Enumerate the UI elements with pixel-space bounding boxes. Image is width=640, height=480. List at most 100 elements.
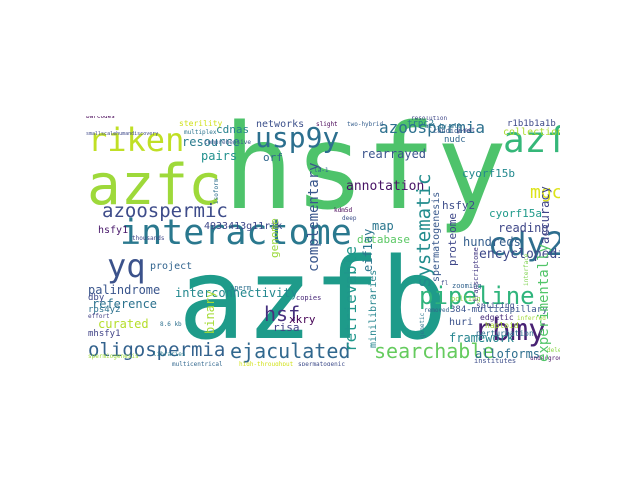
word: reading (498, 221, 549, 235)
word: rbmy (474, 313, 547, 348)
word: huri (449, 317, 474, 328)
word: spermiogenesis (88, 353, 139, 360)
word: resource (182, 135, 240, 149)
word: complementary (306, 162, 322, 272)
word: 384-multicapillary (450, 305, 548, 315)
word: experimentally (536, 243, 552, 362)
word: multicentrical (172, 361, 223, 367)
word: project (150, 261, 193, 272)
word: binary (203, 290, 217, 334)
word: eif1ay (361, 228, 375, 272)
word: barcodes (86, 116, 115, 120)
word: alloforms (475, 347, 541, 361)
word: r1b1b1a1b (507, 119, 556, 129)
word: thousands (132, 235, 165, 242)
word: minilibraries (368, 269, 379, 348)
word: deep (342, 215, 357, 222)
word: yq (107, 247, 146, 285)
word: xkry (289, 313, 316, 326)
word: isoform (213, 178, 220, 204)
word: riken (88, 121, 185, 159)
word: palindrome (88, 283, 161, 297)
word: trpc2 (407, 119, 435, 129)
word: rps4y2 (88, 305, 121, 315)
word: edgetic (480, 313, 514, 322)
word: usp9y (255, 121, 340, 154)
word: azoospermia (379, 118, 485, 137)
word: azfc (87, 153, 222, 218)
word: haploid (485, 321, 519, 330)
word: azf (503, 120, 560, 161)
word: cyorf15b (462, 167, 515, 180)
word: copies (296, 294, 322, 302)
word: 8.6 kb (160, 321, 182, 328)
word: azoospermic (102, 200, 228, 222)
word: y-est (457, 127, 476, 134)
word: rearrayed (361, 147, 427, 161)
word: kdm5d (334, 207, 353, 214)
word: interconnectivity (175, 286, 298, 300)
word: cdnas (216, 123, 250, 136)
word: curated (98, 317, 149, 331)
word: high-throughput (239, 361, 294, 367)
word: hsfy (223, 116, 508, 236)
word: spermatogenic (298, 361, 345, 367)
word: underground (530, 355, 560, 362)
word: hsf (264, 302, 301, 326)
word: two-hybrid (347, 121, 384, 128)
word: hsfy2 (442, 199, 476, 212)
word: ejaculated (230, 339, 351, 363)
word: accuracy (538, 186, 552, 244)
word: all-by-all (425, 123, 462, 130)
word: comprehensive (204, 139, 251, 146)
word: database (357, 233, 410, 246)
word: interactome (120, 213, 352, 253)
word: transcriptome (472, 247, 480, 302)
word: mhsfy1 (88, 329, 121, 339)
word: polling (451, 295, 481, 303)
word: sperm (230, 284, 252, 292)
word: networks (256, 119, 305, 130)
word: zooming (452, 282, 482, 290)
word: reference (92, 297, 158, 311)
word: risa (273, 321, 300, 334)
word-cloud: hsfy azfb azfc interactome usp9y riken a… (80, 116, 560, 366)
word: resolution (411, 116, 448, 122)
word: deletion (547, 347, 560, 354)
word: institutes (474, 357, 517, 365)
word: smallscalehumandiscovery (86, 131, 159, 137)
word: proteome (446, 213, 459, 266)
word: splicing (476, 301, 515, 310)
word: perturbation (476, 329, 534, 338)
word: cyorf15a (489, 207, 542, 220)
word: encyclopedia (479, 247, 560, 262)
word: effort (88, 313, 110, 320)
word: interface (523, 253, 530, 286)
word: 4933413g11rik (204, 221, 283, 232)
word: azfb (178, 235, 448, 365)
word: hundreds (463, 235, 521, 249)
word: fl (441, 280, 449, 287)
word: map (372, 219, 394, 233)
word: la-1 (314, 167, 329, 174)
word: genome (268, 218, 281, 258)
word: removed (424, 307, 450, 314)
word: candidate (433, 127, 471, 135)
word: pipeline (419, 282, 535, 310)
word: searchable (374, 339, 495, 363)
word: cdy2 (488, 225, 560, 263)
word: mgc (530, 182, 560, 203)
word: orf (263, 151, 283, 164)
word: libraries (153, 351, 186, 358)
word: genetic (419, 312, 426, 338)
word: slight (316, 121, 338, 128)
word: hsfy1 (98, 225, 129, 236)
word: retrievable (341, 246, 360, 352)
word: oligospermia (88, 339, 226, 361)
word: dby (88, 293, 105, 303)
word: collection (503, 127, 560, 138)
word: sterility (179, 119, 223, 128)
word: nudc (444, 135, 466, 145)
word: inferred (517, 315, 546, 322)
word: framework (449, 331, 515, 345)
